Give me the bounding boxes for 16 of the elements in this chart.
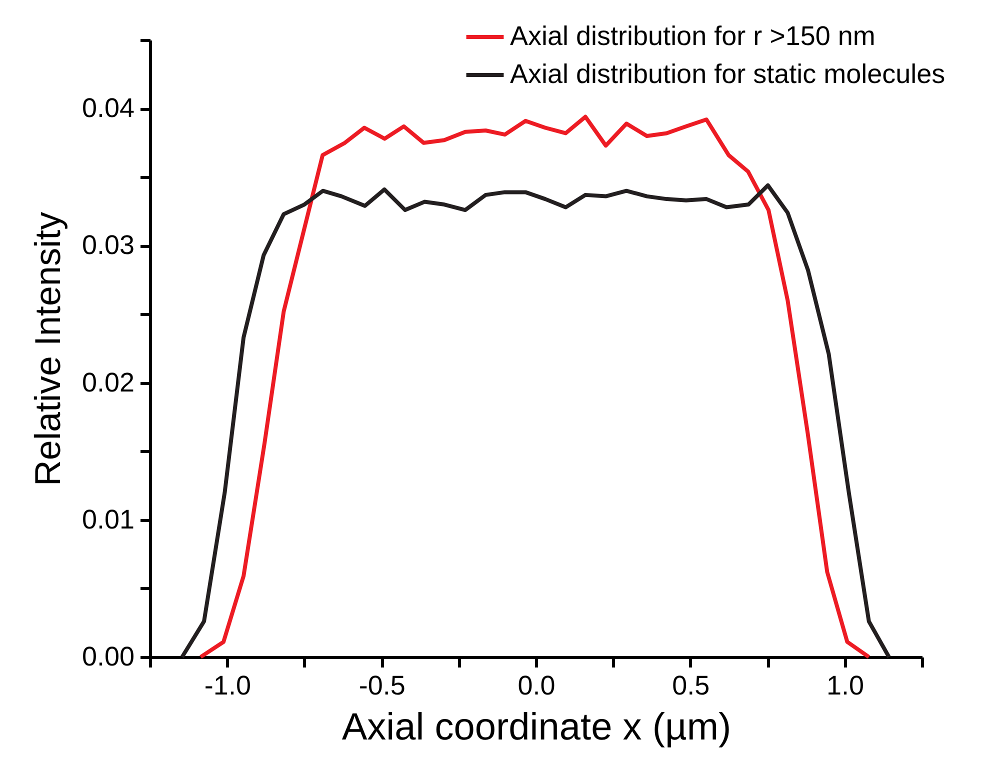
- x-axis-title: Axial coordinate x (µm): [342, 706, 732, 748]
- x-tick-label: 0.5: [672, 670, 710, 700]
- x-tick-label: 1.0: [826, 670, 864, 700]
- legend-label: Axial distribution for static molecules: [510, 59, 946, 89]
- y-tick-label: 0.01: [82, 504, 134, 534]
- line-series: [180, 183, 891, 659]
- y-tick-label: 0.03: [82, 230, 134, 260]
- line-series: [198, 114, 871, 659]
- y-tick-label: 0.02: [82, 367, 134, 398]
- x-tick-label: 0.0: [518, 670, 556, 700]
- x-tick-label: -0.5: [358, 670, 406, 700]
- y-axis-title: Relative Intensity: [26, 212, 68, 486]
- y-tick-label: 0.04: [82, 93, 134, 124]
- x-tick-label: -1.0: [204, 670, 251, 700]
- legend-label: Axial distribution for r >150 nm: [510, 21, 876, 51]
- y-tick-label: 0.00: [82, 642, 134, 672]
